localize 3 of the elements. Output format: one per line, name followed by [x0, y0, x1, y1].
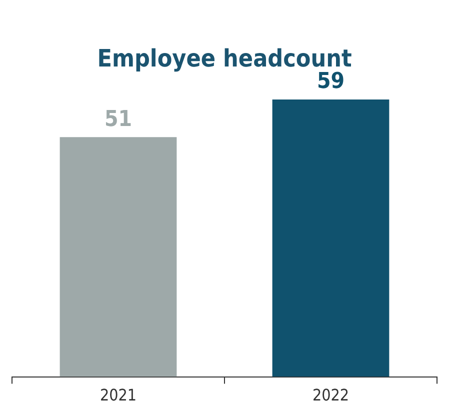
x-tick-label: 2021 [100, 386, 137, 405]
x-tick-label: 2022 [312, 386, 350, 405]
data-label: 51 [104, 106, 132, 132]
